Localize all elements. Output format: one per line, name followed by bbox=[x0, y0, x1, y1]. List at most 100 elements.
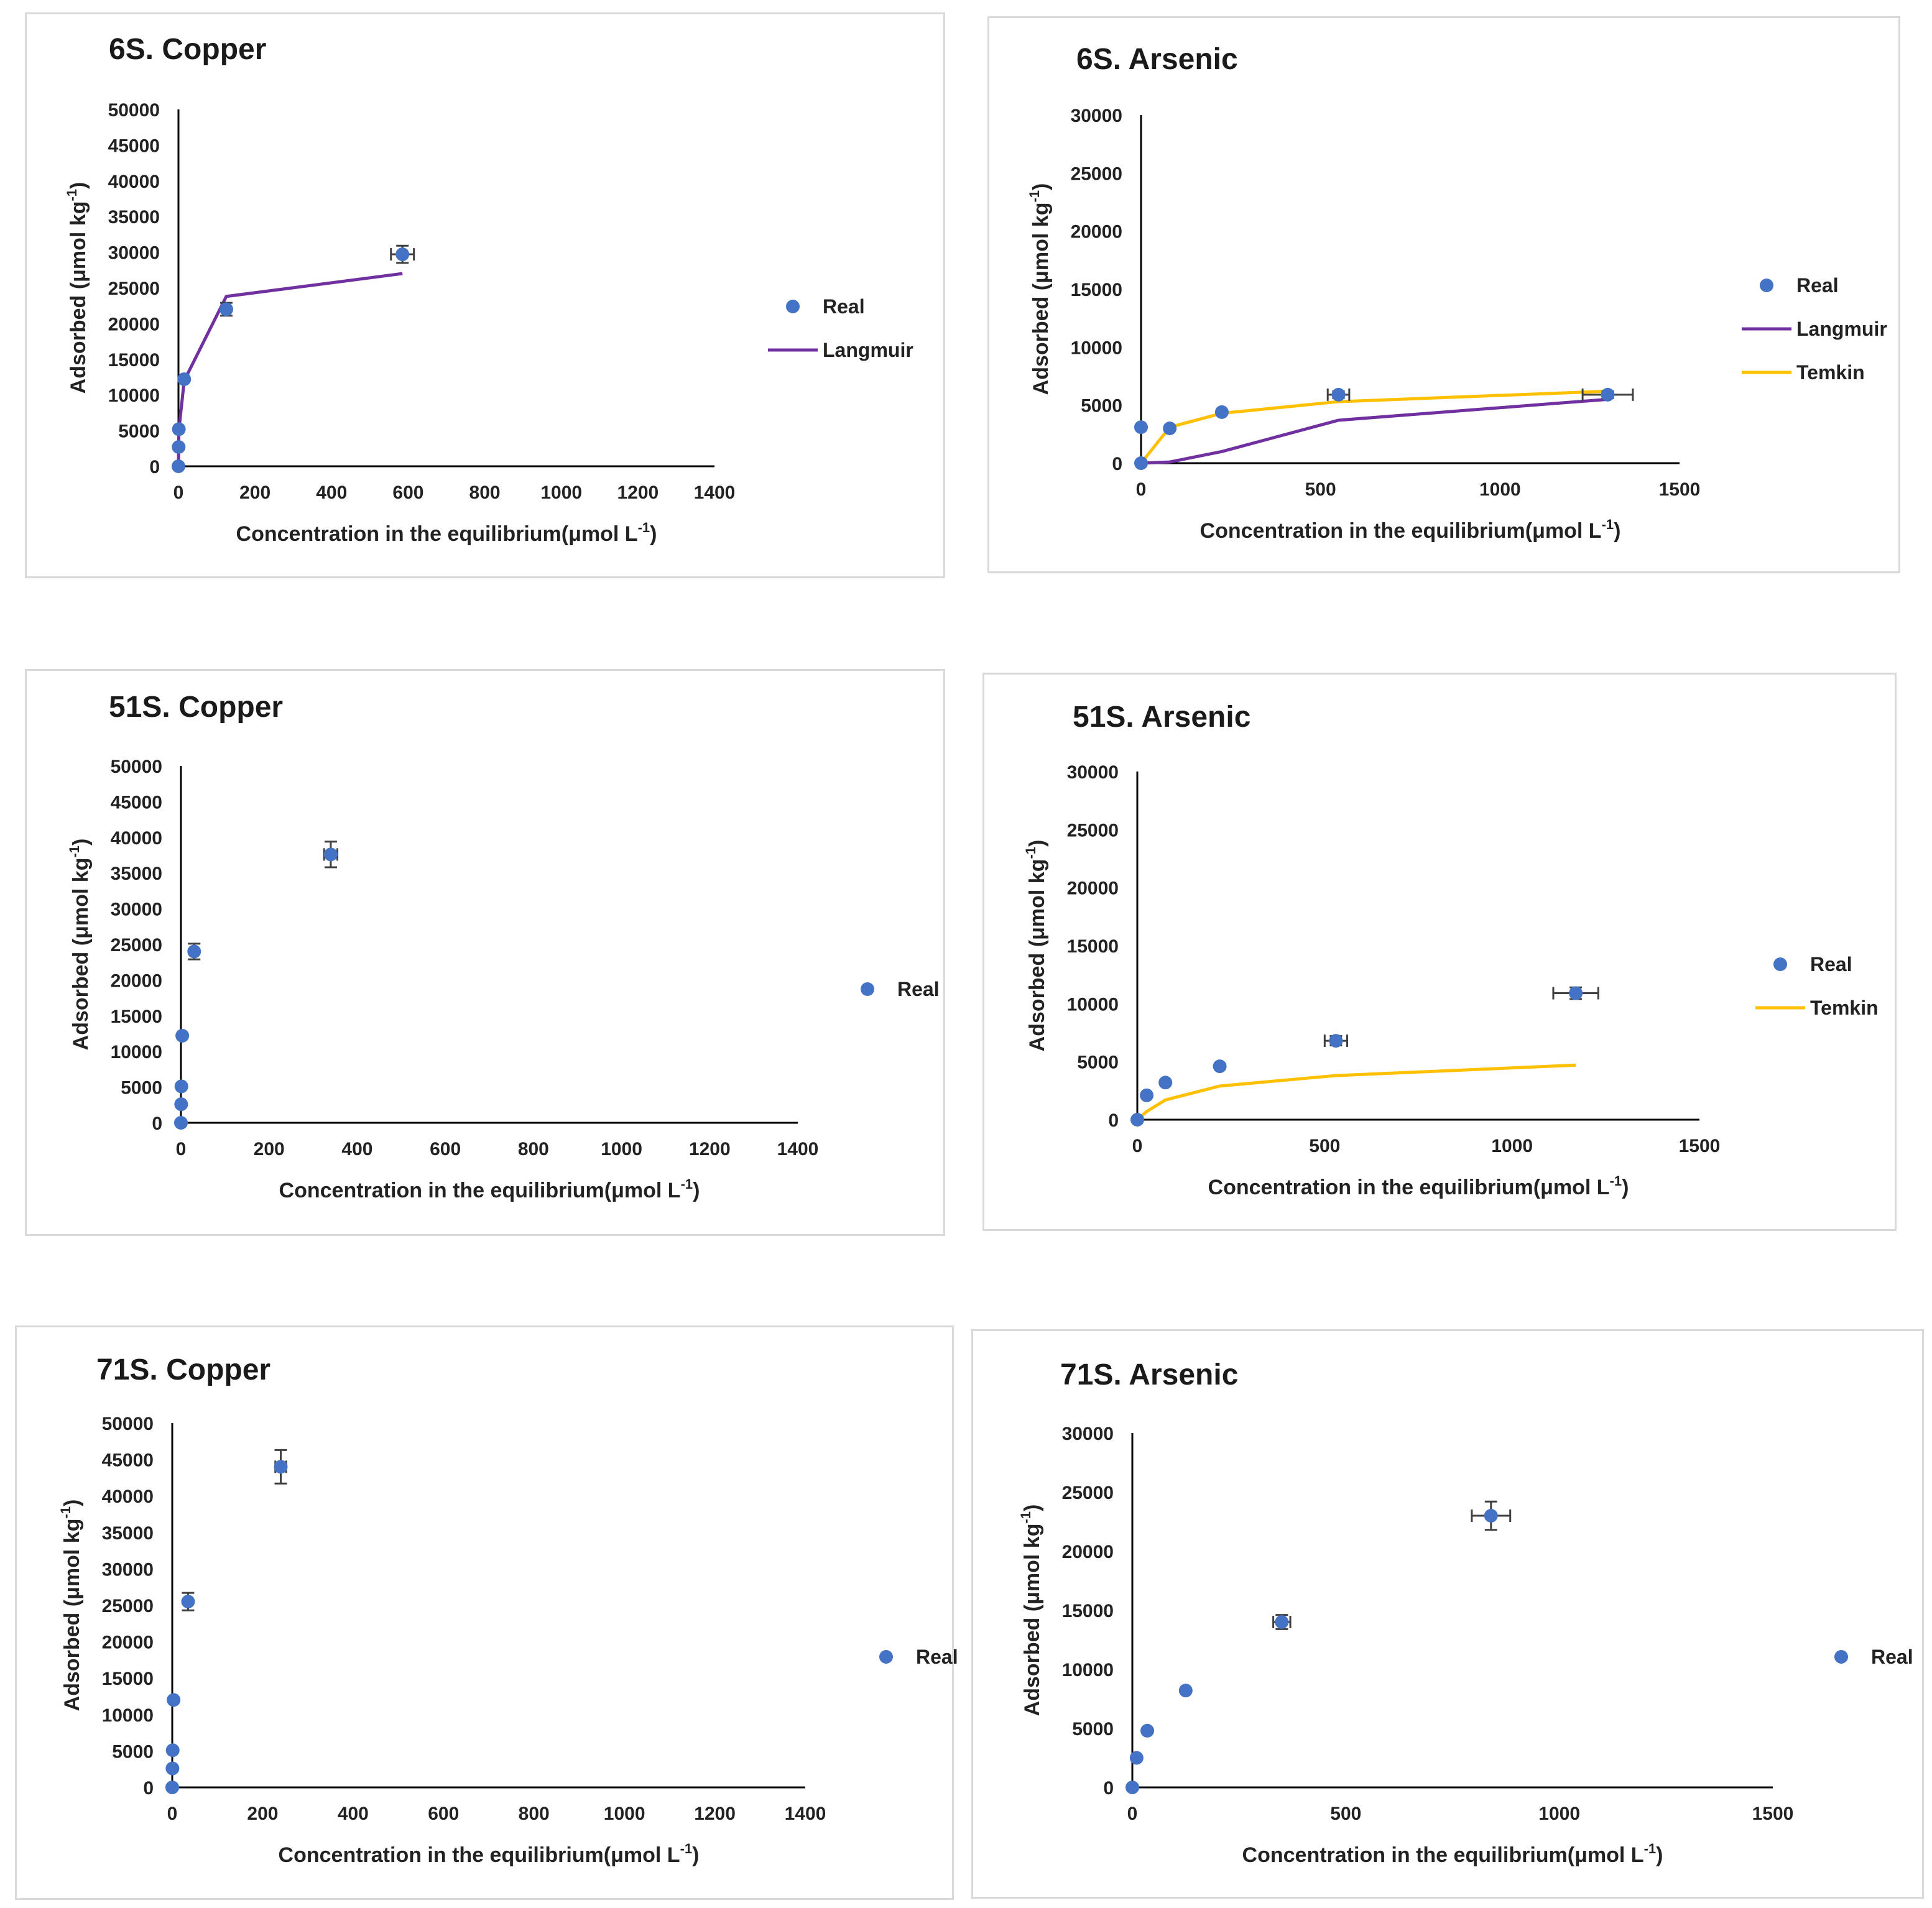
x-tick-label: 0 bbox=[1136, 479, 1147, 500]
y-axis-label-superscript: -1 bbox=[67, 846, 82, 858]
x-axis-label-superscript: -1 bbox=[1644, 1841, 1657, 1856]
y-tick-label: 40000 bbox=[108, 172, 160, 192]
x-axis-label-end: ) bbox=[1622, 1176, 1629, 1199]
legend-swatch-real bbox=[879, 1650, 893, 1664]
x-tick-label: 500 bbox=[1330, 1804, 1361, 1824]
data-point-real bbox=[177, 372, 192, 386]
y-tick-label: 10000 bbox=[1071, 338, 1122, 358]
y-tick-label: 10000 bbox=[108, 385, 160, 406]
y-axis-label-text: Adsorbed (μmol kg bbox=[1025, 859, 1049, 1052]
legend-swatch-real bbox=[1834, 1650, 1848, 1664]
y-tick-label: 5000 bbox=[1077, 1053, 1119, 1073]
data-point-real bbox=[1275, 1615, 1289, 1629]
y-axis-label: Adsorbed (μmol kg-1) bbox=[58, 1500, 84, 1712]
y-tick-label: 30000 bbox=[102, 1559, 154, 1580]
x-axis-label-text: Concentration in the equilibrium(μmol L bbox=[236, 522, 638, 546]
legend-label-real: Real bbox=[1871, 1646, 1913, 1668]
x-tick-label: 1400 bbox=[777, 1139, 819, 1159]
y-tick-label: 25000 bbox=[1062, 1483, 1114, 1503]
legend-label-temkin: Temkin bbox=[1796, 361, 1865, 384]
data-point-real bbox=[181, 1595, 195, 1609]
chart-title: 6S. Copper bbox=[109, 33, 266, 66]
y-tick-label: 20000 bbox=[111, 970, 162, 991]
y-axis-label-text: Adsorbed (μmol kg bbox=[69, 858, 93, 1051]
y-tick-label: 0 bbox=[152, 1113, 162, 1134]
legend: Real bbox=[861, 978, 940, 1000]
legend-swatch-real bbox=[786, 300, 800, 313]
y-tick-label: 20000 bbox=[1062, 1542, 1114, 1562]
y-tick-label: 20000 bbox=[1067, 878, 1119, 899]
legend-label-real: Real bbox=[823, 295, 865, 318]
x-axis-label: Concentration in the equilibrium(μmol L-… bbox=[279, 1176, 700, 1202]
x-axis-label-superscript: -1 bbox=[1610, 1173, 1622, 1189]
y-tick-label: 50000 bbox=[102, 1414, 154, 1434]
y-axis-label-superscript: -1 bbox=[1023, 847, 1038, 859]
x-axis-label-text: Concentration in the equilibrium(μmol L bbox=[279, 1843, 680, 1867]
data-point-real bbox=[172, 459, 185, 473]
x-axis-label: Concentration in the equilibrium(μmol L-… bbox=[279, 1841, 700, 1867]
x-tick-label: 600 bbox=[428, 1804, 459, 1824]
data-point-real bbox=[1178, 1684, 1193, 1698]
x-tick-label: 600 bbox=[392, 482, 423, 503]
legend-label-real: Real bbox=[1810, 953, 1852, 975]
data-point-real bbox=[165, 1743, 180, 1758]
x-tick-label: 400 bbox=[316, 482, 347, 503]
series-langmuir bbox=[1140, 397, 1608, 465]
fit-line-langmuir bbox=[177, 272, 403, 467]
data-point-real bbox=[1484, 1509, 1498, 1523]
data-point-real bbox=[1125, 1781, 1139, 1794]
data-point-real bbox=[1140, 1723, 1155, 1738]
data-point-real bbox=[187, 944, 201, 959]
series-temkin bbox=[1136, 1063, 1576, 1121]
y-tick-label: 0 bbox=[1108, 1110, 1119, 1131]
data-point-real bbox=[174, 1116, 188, 1130]
x-tick-label: 1000 bbox=[1538, 1804, 1580, 1824]
data-point-real bbox=[1130, 1113, 1144, 1127]
y-tick-label: 25000 bbox=[1071, 164, 1122, 184]
chart-title: 6S. Arsenic bbox=[1076, 43, 1238, 76]
chart-panel-6s-arsenic: 6S. Arsenic 0 5000 10000 15000 20000 25000 3000… bbox=[987, 16, 1900, 573]
y-tick-label: 5000 bbox=[121, 1078, 162, 1099]
y-tick-label: 15000 bbox=[1067, 936, 1119, 957]
chart-svg: 51S. Copper05000100001500020000250003000… bbox=[67, 691, 940, 1202]
y-tick-label: 35000 bbox=[111, 864, 162, 884]
x-tick-label: 1400 bbox=[694, 482, 736, 503]
chart-panel-6s-copper: 6S. Copper 0 5000 10000 15000 20000 25000 30000… bbox=[25, 12, 945, 578]
y-tick-label: 50000 bbox=[108, 100, 160, 121]
chart-svg: 51S. Arsenic0500010000150002000025000300… bbox=[1023, 701, 1879, 1199]
series-real bbox=[165, 1449, 288, 1794]
legend-label-real: Real bbox=[916, 1646, 958, 1668]
chart-title: 71S. Copper bbox=[96, 1353, 270, 1386]
y-tick-label: 20000 bbox=[102, 1633, 154, 1653]
x-axis-label: Concentration in the equilibrium(μmol L-… bbox=[1208, 1173, 1629, 1199]
y-tick-label: 30000 bbox=[1067, 762, 1119, 783]
x-tick-label: 1000 bbox=[540, 482, 582, 503]
legend: Real Langmuir Temkin bbox=[1742, 274, 1887, 384]
legend: Real bbox=[879, 1646, 958, 1668]
data-point-real bbox=[1134, 420, 1148, 435]
series-real bbox=[174, 841, 339, 1130]
legend-label-langmuir: Langmuir bbox=[823, 339, 913, 361]
legend: Real Temkin bbox=[1755, 953, 1879, 1019]
x-axis-label-superscript: -1 bbox=[680, 1841, 693, 1856]
y-axis-label-text: Adsorbed (μmol kg bbox=[60, 1519, 84, 1712]
data-point-real bbox=[1569, 986, 1583, 1000]
x-tick-label: 200 bbox=[254, 1139, 285, 1159]
data-point-real bbox=[172, 422, 186, 436]
x-tick-label: 800 bbox=[518, 1139, 549, 1159]
x-tick-label: 1000 bbox=[1491, 1136, 1533, 1156]
x-tick-label: 800 bbox=[469, 482, 501, 503]
x-tick-label: 200 bbox=[239, 482, 270, 503]
y-tick-label: 25000 bbox=[111, 935, 162, 956]
y-tick-label: 5000 bbox=[1081, 396, 1122, 417]
y-tick-label: 20000 bbox=[1071, 222, 1122, 242]
chart-title: 51S. Copper bbox=[109, 691, 283, 724]
x-tick-label: 1200 bbox=[617, 482, 659, 503]
y-tick-label: 15000 bbox=[108, 350, 160, 371]
y-axis-label-text: Adsorbed (μmol kg bbox=[1020, 1524, 1044, 1717]
y-axis-label-end: ) bbox=[1025, 840, 1049, 847]
x-axis-label-text: Concentration in the equilibrium(μmol L bbox=[1200, 519, 1602, 543]
data-point-real bbox=[1331, 387, 1346, 402]
x-tick-label: 200 bbox=[247, 1804, 278, 1824]
y-axis-label-text: Adsorbed (μmol kg bbox=[1029, 203, 1053, 395]
